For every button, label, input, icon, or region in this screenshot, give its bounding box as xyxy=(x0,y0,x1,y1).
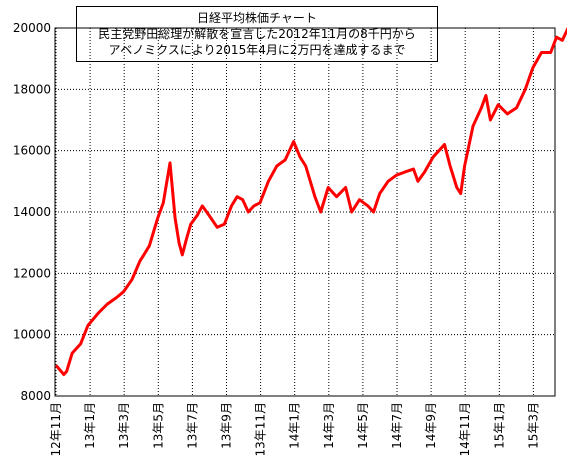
x-tick-label: 14年7月 xyxy=(390,402,404,449)
x-tick-label: 14年5月 xyxy=(356,402,370,449)
y-tick-label: 12000 xyxy=(13,266,51,280)
x-tick-label: 12年11月 xyxy=(49,402,63,457)
plot-frame xyxy=(54,27,556,397)
chart-title: 日経平均株価チャート 民主党野田総理が解散を宣言した2012年11月の8千円から… xyxy=(76,6,438,62)
chart-title-line-2: 民主党野田総理が解散を宣言した2012年11月の8千円から xyxy=(98,27,416,41)
x-tick-label: 14年3月 xyxy=(322,402,336,449)
x-tick-label: 13年7月 xyxy=(185,402,199,449)
x-tick-label: 15年3月 xyxy=(526,402,540,449)
price-series-line xyxy=(54,27,567,376)
x-tick-label: 13年5月 xyxy=(151,402,165,449)
grid-lines xyxy=(55,27,555,397)
series-group xyxy=(54,27,567,376)
y-axis-ticks: 8000 10000 12000 14000 16000 18000 20000 xyxy=(13,21,51,403)
x-tick-label: 14年11月 xyxy=(458,402,472,457)
chart-title-line-3: アベノミクスにより2015年4月に2万円を達成するまで xyxy=(108,43,406,57)
x-tick-label: 15年1月 xyxy=(492,402,506,449)
y-tick-label: 16000 xyxy=(13,144,51,158)
chart-title-line-1: 日経平均株価チャート xyxy=(197,11,317,25)
x-tick-label: 13年11月 xyxy=(254,402,268,457)
y-tick-label: 20000 xyxy=(13,21,51,35)
x-tick-label: 13年9月 xyxy=(220,402,234,449)
y-tick-label: 14000 xyxy=(13,205,51,219)
y-tick-label: 10000 xyxy=(13,328,51,342)
y-tick-label: 8000 xyxy=(20,389,51,403)
x-tick-label: 13年3月 xyxy=(117,402,131,449)
x-tick-label: 13年1月 xyxy=(83,402,97,449)
x-tick-label: 14年9月 xyxy=(424,402,438,449)
x-axis-ticks: 12年11月 13年1月 13年3月 13年5月 13年7月 13年9月 13年11月 14年… xyxy=(49,402,540,457)
x-tick-label: 14年1月 xyxy=(288,402,302,449)
y-tick-label: 18000 xyxy=(13,82,51,96)
